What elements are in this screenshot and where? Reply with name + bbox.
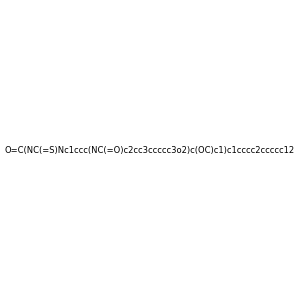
Text: O=C(NC(=S)Nc1ccc(NC(=O)c2cc3ccccc3o2)c(OC)c1)c1cccc2ccccc12: O=C(NC(=S)Nc1ccc(NC(=O)c2cc3ccccc3o2)c(O… (5, 146, 295, 154)
